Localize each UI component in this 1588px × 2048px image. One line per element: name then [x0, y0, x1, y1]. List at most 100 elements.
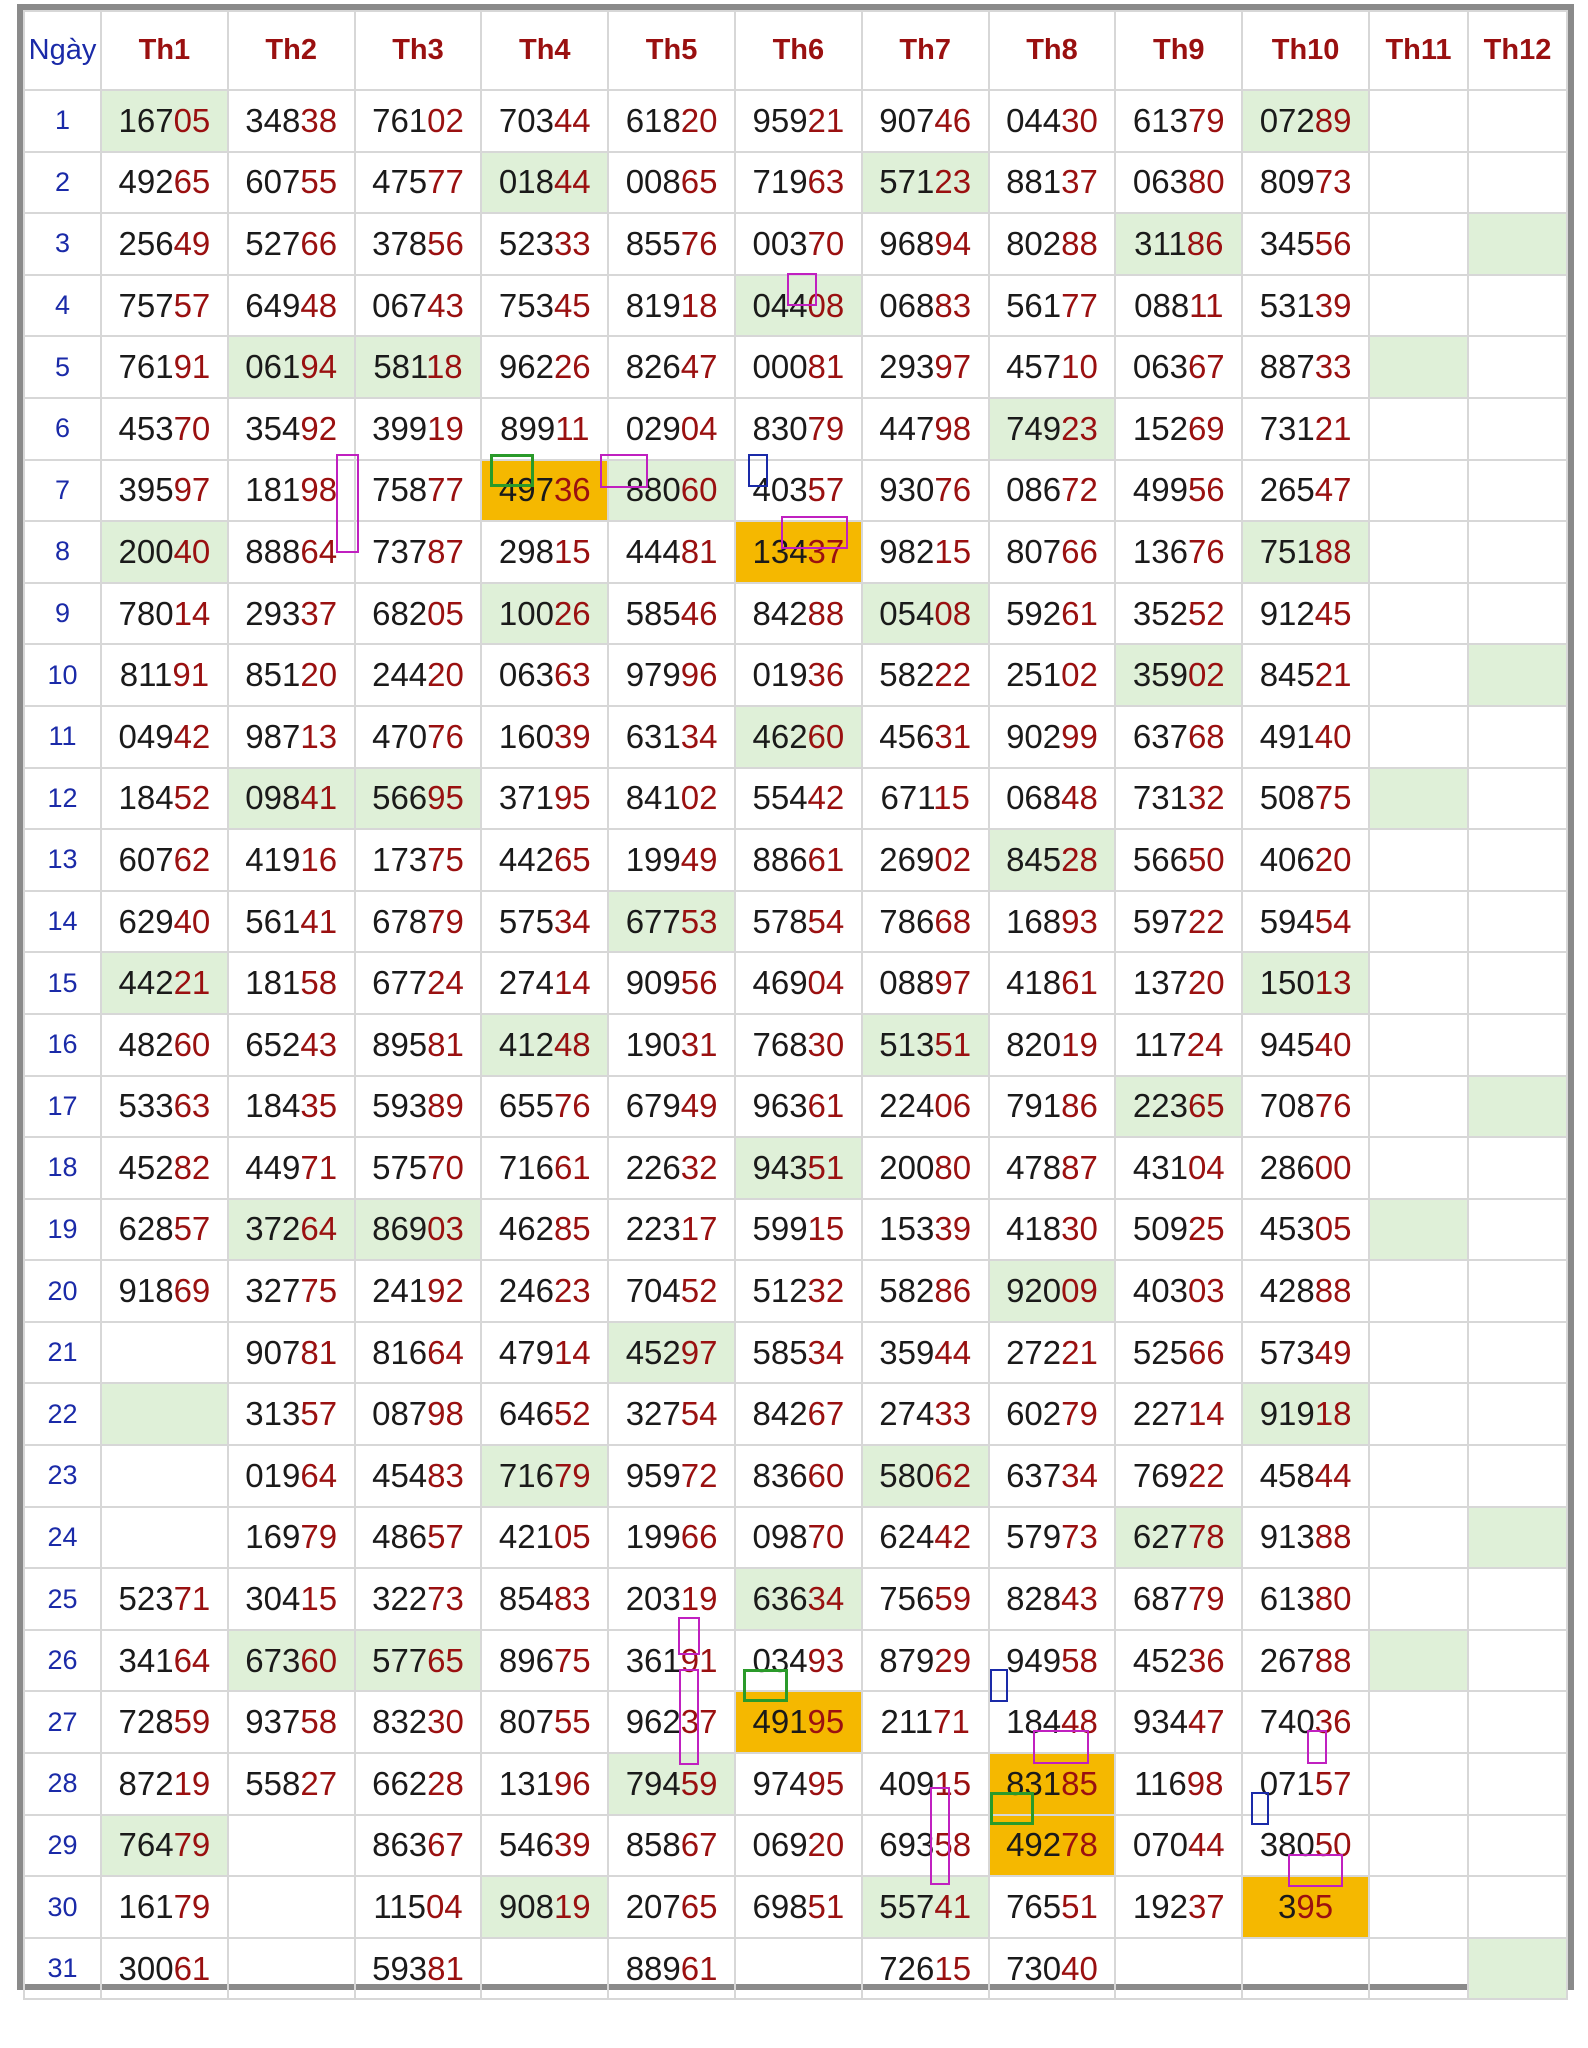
table-row: 15 44221 18158 67724 27414 90956 46904 08897 418… — [23, 951, 1568, 1015]
result-leading-digits: 761 — [118, 348, 174, 386]
result-trailing-digits: 96 — [553, 1764, 591, 1802]
result-leading-digits: 889 — [625, 1949, 681, 1987]
result-trailing-digits: 92 — [427, 1272, 464, 1310]
result-trailing-digits: 20 — [427, 656, 464, 694]
result-trailing-digits: 81 — [427, 1025, 464, 1063]
result-leading-digits: 934 — [1132, 1703, 1188, 1741]
result-cell: 13720 — [1114, 951, 1244, 1015]
result-leading-digits: 167 — [118, 101, 174, 139]
result-cell: 59722 — [1114, 889, 1244, 954]
result-cell — [226, 1936, 356, 2001]
table-row: 10 81191 85120 24420 06363 97996 01936 58222 251… — [23, 643, 1568, 707]
result-leading-digits: 758 — [372, 471, 428, 509]
result-cell: 27433 — [860, 1382, 990, 1447]
result-cell: 45282 — [100, 1136, 229, 1200]
result-leading-digits: 575 — [498, 902, 554, 940]
result-cell — [1467, 1628, 1568, 1693]
result-trailing-digits: 71 — [933, 1703, 970, 1741]
result-trailing-digits: 30 — [1061, 101, 1098, 139]
result-leading-digits: 807 — [1006, 532, 1062, 570]
result-leading-digits: 652 — [245, 1025, 301, 1063]
result-trailing-digits: 66 — [1061, 532, 1098, 570]
table-row: 25 52371 30415 32273 85483 20319 63634 75659 828… — [23, 1567, 1568, 1631]
result-cell: 46260 — [733, 704, 863, 769]
result-trailing-digits: 15 — [934, 1764, 972, 1802]
result-cell — [1368, 1259, 1469, 1323]
result-trailing-digits: 95 — [807, 1703, 845, 1741]
result-leading-digits: 359 — [1132, 656, 1188, 694]
result-leading-digits: 442 — [118, 964, 174, 1002]
result-trailing-digits: 59 — [680, 1764, 718, 1802]
result-leading-digits: 888 — [245, 532, 301, 570]
result-cell: 81191 — [100, 643, 229, 707]
result-trailing-digits: 24 — [1186, 1025, 1224, 1063]
result-cell: 62442 — [860, 1505, 990, 1570]
result-cell: 64948 — [226, 273, 356, 338]
result-cell: 19237 — [1114, 1875, 1244, 1939]
result-cell: 81664 — [353, 1320, 483, 1385]
result-trailing-digits: 08 — [934, 594, 972, 632]
result-cell: 59389 — [353, 1074, 483, 1139]
result-leading-digits: 655 — [498, 1087, 554, 1125]
result-trailing-digits: 65 — [1187, 1087, 1225, 1125]
table-row: 29 76479 86367 54639 85867 06920 69358 49278 070… — [23, 1813, 1568, 1878]
result-leading-digits: 478 — [1006, 1148, 1062, 1186]
result-trailing-digits: 18 — [1314, 1395, 1352, 1433]
result-cell — [1467, 766, 1568, 831]
result-cell: 41861 — [987, 951, 1117, 1015]
result-trailing-digits: 57 — [173, 286, 211, 324]
result-trailing-digits: 18 — [680, 286, 718, 324]
result-cell: 18198 — [226, 458, 356, 523]
result-cell — [1467, 1197, 1568, 1262]
result-leading-digits: 580 — [879, 1456, 935, 1494]
result-cell: 88137 — [987, 150, 1117, 215]
result-trailing-digits: 52 — [1187, 594, 1225, 632]
result-trailing-digits: 15 — [934, 532, 972, 570]
result-trailing-digits: 67 — [1187, 348, 1225, 386]
result-leading-digits: 063 — [498, 656, 554, 694]
result-trailing-digits: 79 — [173, 1826, 211, 1864]
result-cell: 54639 — [480, 1813, 610, 1878]
result-cell: 73787 — [353, 520, 483, 584]
day-cell: 22 — [23, 1382, 102, 1447]
result-leading-digits: 842 — [752, 1395, 808, 1433]
result-leading-digits: 161 — [118, 1888, 174, 1926]
result-trailing-digits: 51 — [807, 1148, 845, 1186]
result-leading-digits: 979 — [625, 656, 681, 694]
result-trailing-digits: 06 — [934, 1087, 972, 1125]
result-leading-digits: 832 — [372, 1703, 428, 1741]
result-trailing-digits: 61 — [1061, 964, 1098, 1002]
result-cell: 05408 — [860, 581, 990, 646]
result-leading-digits: 637 — [1132, 717, 1188, 755]
result-trailing-digits: 97 — [934, 964, 972, 1002]
result-leading-digits: 452 — [625, 1333, 681, 1371]
result-cell: 42888 — [1241, 1259, 1370, 1323]
result-trailing-digits: 21 — [173, 964, 211, 1002]
result-cell: 75757 — [100, 273, 229, 338]
day-cell: 29 — [23, 1813, 102, 1878]
result-trailing-digits: 18 — [425, 348, 463, 386]
result-trailing-digits: 57 — [807, 471, 845, 509]
result-cell: 07289 — [1241, 89, 1370, 153]
result-cell: 61379 — [1114, 89, 1244, 153]
result-leading-digits: 607 — [118, 840, 174, 878]
result-cell: 06743 — [353, 273, 483, 338]
result-trailing-digits: 60 — [300, 1641, 338, 1679]
result-leading-digits: 561 — [1006, 286, 1062, 324]
result-leading-digits: 740 — [1259, 1703, 1315, 1741]
result-cell: 58534 — [733, 1320, 863, 1385]
result-cell: 69358 — [860, 1813, 990, 1878]
result-leading-digits: 372 — [245, 1210, 301, 1248]
result-cell: 38050 — [1241, 1813, 1370, 1878]
result-cell: 40620 — [1241, 828, 1370, 892]
result-trailing-digits: 99 — [1061, 717, 1098, 755]
result-leading-digits: 207 — [625, 1888, 681, 1926]
result-trailing-digits: 61 — [680, 1949, 718, 1987]
result-cell: 72859 — [100, 1690, 229, 1755]
result-leading-digits: 200 — [879, 1148, 935, 1186]
result-trailing-digits: 28 — [427, 1764, 464, 1802]
result-trailing-digits: 83 — [934, 286, 972, 324]
result-leading-digits: 597 — [1132, 902, 1188, 940]
result-leading-digits: 442 — [498, 840, 554, 878]
result-cell: 58546 — [607, 581, 736, 646]
